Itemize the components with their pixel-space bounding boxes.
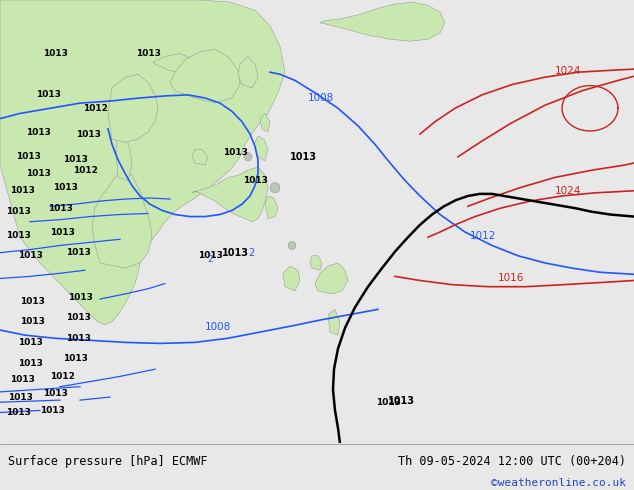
Text: 1013: 1013 — [65, 248, 91, 257]
Text: 1013: 1013 — [136, 49, 160, 58]
Text: 1012: 1012 — [72, 166, 98, 174]
Text: 1013: 1013 — [10, 375, 34, 384]
Text: 1013: 1013 — [6, 207, 30, 216]
Text: 1012: 1012 — [470, 231, 496, 241]
Polygon shape — [320, 2, 445, 41]
Text: 1013: 1013 — [25, 169, 51, 178]
Polygon shape — [244, 153, 252, 161]
Text: 1012: 1012 — [49, 372, 74, 381]
Text: 1013: 1013 — [375, 398, 401, 407]
Polygon shape — [315, 263, 348, 294]
Text: 1013: 1013 — [75, 129, 100, 139]
Text: 1013: 1013 — [39, 406, 65, 415]
Text: 1013: 1013 — [198, 251, 223, 260]
Polygon shape — [328, 309, 340, 335]
Text: 1013: 1013 — [16, 152, 41, 161]
Text: 1013: 1013 — [6, 231, 30, 240]
Text: 1013: 1013 — [8, 392, 32, 401]
Text: ©weatheronline.co.uk: ©weatheronline.co.uk — [491, 478, 626, 488]
Text: 1013: 1013 — [63, 155, 87, 164]
Text: 1013: 1013 — [53, 183, 77, 192]
Text: 1013: 1013 — [48, 204, 72, 213]
Text: 2: 2 — [207, 255, 213, 265]
Text: 1013: 1013 — [20, 296, 44, 306]
Polygon shape — [153, 53, 195, 72]
Text: 1013: 1013 — [65, 313, 91, 322]
Text: Surface pressure [hPa] ECMWF: Surface pressure [hPa] ECMWF — [8, 455, 207, 467]
Text: 1013: 1013 — [18, 338, 42, 347]
Text: 1013: 1013 — [63, 354, 87, 364]
Polygon shape — [260, 114, 270, 132]
Polygon shape — [310, 256, 322, 270]
Text: 1013: 1013 — [25, 127, 51, 137]
Text: 1013: 1013 — [10, 186, 34, 196]
Polygon shape — [0, 0, 285, 325]
Polygon shape — [270, 183, 280, 193]
Text: 1013: 1013 — [42, 49, 67, 58]
Text: 2: 2 — [248, 248, 254, 258]
Text: 1013: 1013 — [49, 227, 74, 237]
Text: 1013: 1013 — [20, 317, 44, 326]
Text: 1013: 1013 — [223, 148, 247, 157]
Polygon shape — [288, 242, 296, 249]
Polygon shape — [283, 266, 300, 291]
Text: 1013: 1013 — [222, 248, 249, 258]
Text: 1013: 1013 — [65, 334, 91, 343]
Polygon shape — [192, 149, 208, 165]
Text: 1013: 1013 — [388, 396, 415, 406]
Text: 1013: 1013 — [243, 176, 268, 185]
Polygon shape — [116, 126, 132, 180]
Text: 1008: 1008 — [205, 322, 231, 332]
Text: 1013: 1013 — [36, 90, 60, 99]
Text: 1013: 1013 — [18, 359, 42, 368]
Text: 1013: 1013 — [42, 390, 67, 398]
Text: 1012: 1012 — [82, 104, 107, 113]
Text: Th 09-05-2024 12:00 UTC (00+204): Th 09-05-2024 12:00 UTC (00+204) — [398, 455, 626, 467]
Polygon shape — [254, 136, 268, 161]
Text: 1008: 1008 — [308, 93, 334, 103]
Text: 1013: 1013 — [68, 293, 93, 301]
Polygon shape — [265, 196, 278, 219]
Polygon shape — [108, 74, 158, 142]
Text: 1024: 1024 — [555, 66, 581, 76]
Polygon shape — [192, 167, 268, 222]
Polygon shape — [238, 57, 258, 88]
Text: 1013: 1013 — [6, 408, 30, 417]
Text: 1013: 1013 — [18, 251, 42, 260]
Polygon shape — [170, 49, 240, 103]
Polygon shape — [92, 170, 152, 268]
Text: 1013: 1013 — [290, 152, 317, 162]
Text: 1016: 1016 — [498, 272, 524, 283]
Text: 1024: 1024 — [555, 186, 581, 196]
